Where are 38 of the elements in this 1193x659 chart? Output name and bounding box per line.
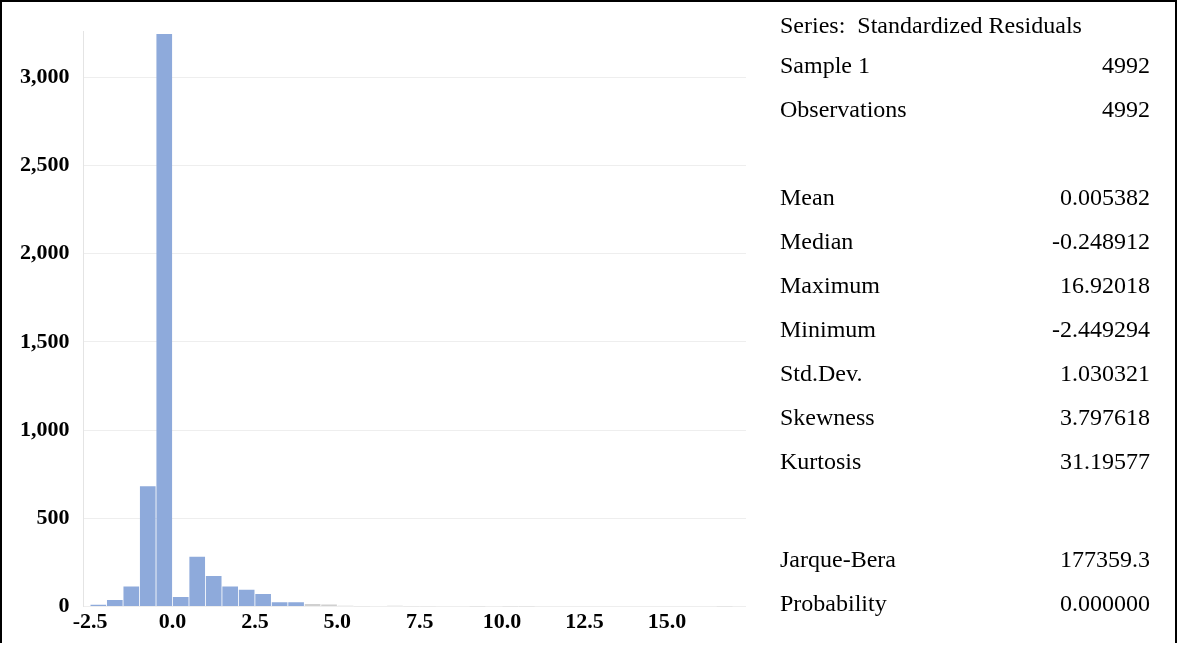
- text: 0.000000: [1060, 590, 1150, 617]
- text: 0.005382: [1060, 184, 1150, 211]
- text: Probability: [780, 590, 887, 617]
- y-tick-label: 1,000: [20, 415, 70, 441]
- text: Series: Standardized Residuals: [780, 12, 1083, 39]
- x-tick-label: 10.0: [482, 608, 522, 634]
- text: -0.248912: [1052, 228, 1150, 255]
- text: 1.030321: [1060, 360, 1150, 387]
- x-tick-label: 5.0: [323, 608, 352, 634]
- text: Median: [780, 228, 854, 255]
- text: Std.Dev.: [780, 360, 863, 387]
- text: Mean: [780, 184, 835, 211]
- x-tick-label: 2.5: [241, 608, 269, 634]
- y-tick-label: 2,500: [20, 151, 70, 177]
- text: 4992: [1102, 96, 1150, 123]
- y-tick-label: 2,000: [20, 239, 70, 265]
- text: 4992: [1102, 52, 1150, 79]
- text: Skewness: [780, 404, 875, 431]
- text: 31.19577: [1060, 448, 1150, 475]
- x-tick-label: 7.5: [405, 608, 434, 634]
- text: 16.92018: [1060, 272, 1150, 299]
- x-tick-label: 0.0: [158, 608, 187, 634]
- text: Kurtosis: [780, 448, 862, 475]
- text: 3.797618: [1060, 404, 1150, 431]
- x-tick-label: 15.0: [647, 608, 687, 634]
- y-tick-label: 3,000: [20, 62, 70, 88]
- y-tick-label: 1,500: [20, 327, 70, 353]
- y-tick-label: 0: [58, 592, 70, 618]
- x-tick-label: 12.5: [565, 608, 604, 634]
- text: Observations: [780, 96, 907, 123]
- text: Maximum: [780, 272, 880, 299]
- text: 177359.3: [1060, 546, 1150, 573]
- text: Minimum: [780, 316, 877, 343]
- text: Sample 1: [780, 52, 870, 79]
- text: -2.449294: [1052, 316, 1150, 343]
- y-tick-label: 500: [36, 504, 70, 530]
- x-tick-label: -2.5: [72, 608, 108, 634]
- text: Jarque-Bera: [780, 546, 896, 573]
